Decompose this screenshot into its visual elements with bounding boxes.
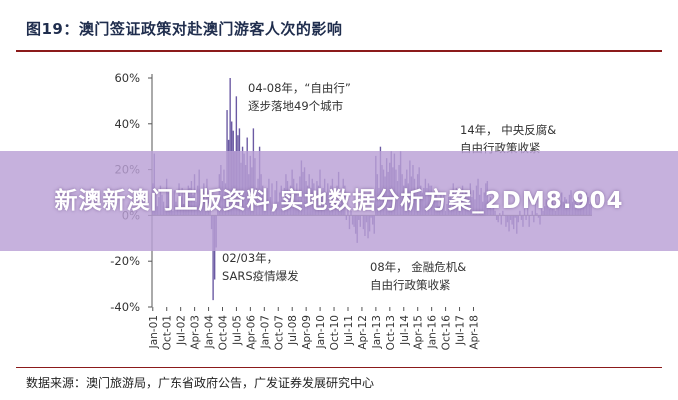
x-tick-label: Jan-16	[427, 315, 439, 350]
x-tick-label: Oct-04	[217, 315, 229, 351]
x-tick-label: Jul-05	[231, 315, 243, 346]
y-tick-label: 40%	[114, 117, 140, 131]
x-tick-label: Jul-11	[343, 315, 355, 346]
header-rule	[16, 50, 662, 52]
x-tick-label: Jul-08	[287, 315, 299, 346]
y-tick-label: 60%	[114, 71, 140, 85]
bar	[212, 215, 214, 301]
annotation-2008-line-1: 08年， 金融危机&	[370, 260, 466, 274]
x-tick-label: Jul-02	[176, 315, 188, 346]
x-tick-label: Apr-09	[301, 315, 313, 350]
annotation-2004-line-2: 逐步落地49个城市	[248, 99, 343, 113]
x-tick-label: Apr-18	[468, 315, 480, 350]
x-tick-label: Jul-17	[455, 315, 467, 346]
x-tick-label: Apr-12	[357, 315, 369, 350]
annotation-2003-sars: 02/03年， SARS疫情爆发	[222, 251, 299, 283]
y-tick-label: -40%	[110, 300, 140, 314]
annotation-2014-line-1: 14年， 中央反腐&	[460, 123, 556, 137]
x-tick-label: Oct-16	[441, 315, 453, 351]
watermark-banner: 新澳新澳门正版资料,实地数据分析方案_2DM8.904	[0, 151, 678, 251]
x-tick-label: Jan-10	[315, 315, 327, 349]
x-tick-label: Jan-13	[371, 315, 383, 349]
x-tick-label: Apr-03	[190, 315, 202, 350]
annotation-2008-line-2: 自由行政策收紧	[370, 278, 451, 292]
y-tick-label: -20%	[110, 254, 140, 268]
source-note: 数据来源：澳门旅游局，广东省政府公告，广发证券发展研究中心	[26, 376, 375, 390]
x-tick-label: Jan-04	[204, 315, 216, 350]
figure-title: 图19：澳门签证政策对赴澳门游客人次的影响	[26, 20, 343, 38]
watermark-text: 新澳新澳门正版资料,实地数据分析方案_2DM8.904	[54, 188, 624, 214]
x-tick-label: Apr-06	[245, 315, 257, 350]
bar	[229, 78, 231, 216]
x-tick-label: Apr-15	[413, 315, 425, 350]
x-tick-label: Oct-01	[162, 315, 174, 350]
annotation-2004-line-1: 04-08年，“自由行”	[248, 81, 351, 95]
footer-rule	[16, 367, 662, 368]
x-tick-label: Jan-07	[259, 315, 271, 349]
annotation-2004-free-travel: 04-08年，“自由行” 逐步落地49个城市	[248, 81, 351, 113]
x-tick-label: Jul-14	[399, 315, 411, 346]
x-tick-label: Oct-07	[273, 315, 285, 350]
annotation-2008-financial-crisis: 08年， 金融危机& 自由行政策收紧	[370, 260, 466, 292]
x-axis: Jan-01 Oct-01 Jul-02 Apr-03 Jan-04 Oct-04 Jul-…	[148, 214, 592, 351]
x-tick-label: Oct-13	[385, 315, 397, 350]
annotation-2003-line-1: 02/03年，	[222, 251, 278, 265]
annotation-2003-line-2: SARS疫情爆发	[222, 269, 299, 283]
x-tick-label: Jan-01	[148, 315, 160, 349]
x-tick-label: Oct-10	[329, 315, 341, 350]
